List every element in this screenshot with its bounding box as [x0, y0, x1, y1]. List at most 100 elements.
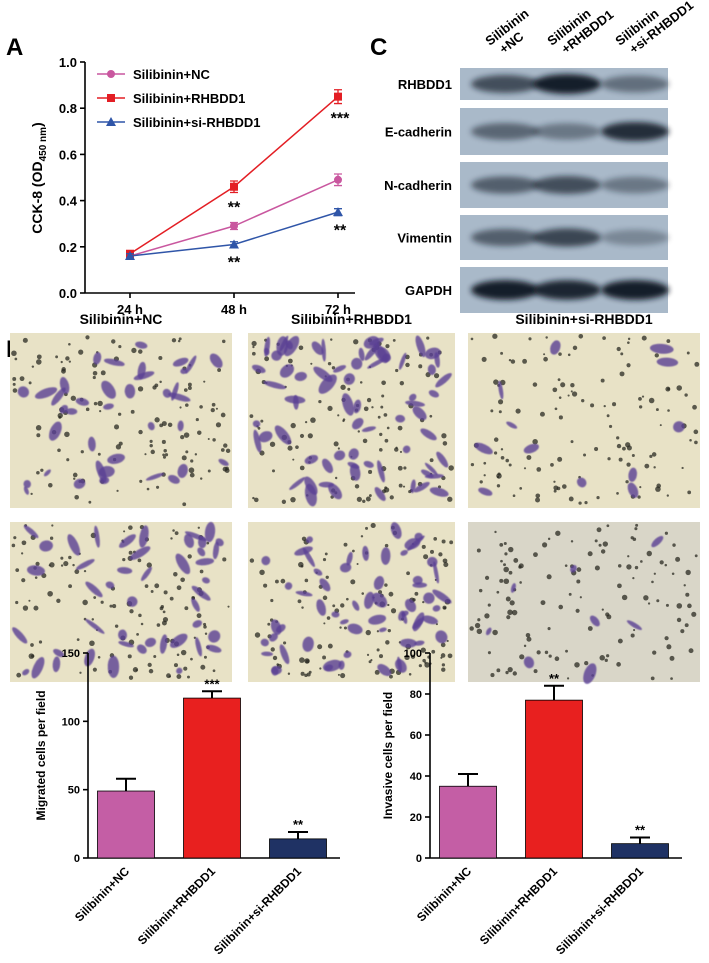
- pore: [561, 484, 567, 489]
- pore: [176, 674, 182, 679]
- pore: [254, 497, 259, 503]
- pore: [203, 655, 207, 659]
- cell: [334, 450, 346, 461]
- cell: [118, 641, 134, 648]
- pore: [647, 602, 651, 605]
- pore: [225, 448, 231, 454]
- pore: [408, 673, 412, 676]
- pore: [423, 554, 429, 560]
- pore: [196, 613, 202, 619]
- pore: [139, 479, 143, 483]
- pore: [365, 496, 371, 502]
- pore: [477, 618, 481, 622]
- pore: [163, 590, 168, 595]
- pore: [259, 569, 265, 576]
- pore: [584, 501, 588, 505]
- legend-label: Silibinin+si-RHBDD1: [133, 115, 261, 130]
- pore: [519, 487, 523, 490]
- pore: [496, 484, 501, 488]
- pore: [36, 470, 40, 475]
- pore: [494, 451, 498, 455]
- pore: [528, 337, 532, 341]
- pore: [197, 430, 202, 435]
- pore: [500, 351, 504, 355]
- pore: [385, 640, 390, 645]
- micrograph: [248, 333, 455, 508]
- cell: [377, 460, 385, 483]
- pore: [318, 399, 322, 404]
- pore: [634, 565, 639, 570]
- pore: [558, 604, 564, 610]
- pore: [370, 659, 373, 662]
- pore: [652, 650, 657, 655]
- cell: [85, 581, 103, 598]
- pore: [508, 570, 513, 575]
- pore: [379, 448, 383, 452]
- pore: [643, 595, 649, 601]
- pore: [130, 409, 135, 414]
- pore: [498, 399, 504, 405]
- pore: [137, 558, 142, 563]
- cell: [427, 556, 438, 567]
- pore: [72, 472, 78, 478]
- pore: [574, 662, 580, 668]
- pore: [426, 336, 430, 340]
- legend-label: Silibinin+NC: [133, 67, 211, 82]
- lane-label: Silibinin+RHBDD1: [544, 0, 616, 60]
- pore: [340, 672, 346, 679]
- marker: [229, 239, 239, 249]
- cell: [478, 487, 493, 496]
- pore: [387, 603, 390, 607]
- pore: [128, 525, 133, 530]
- pore: [680, 629, 685, 634]
- y-tick-label: 0.6: [59, 147, 77, 162]
- pore: [503, 566, 509, 573]
- pore: [222, 466, 228, 472]
- pore: [567, 353, 571, 357]
- pore: [128, 550, 133, 555]
- cell: [352, 600, 360, 611]
- pore: [594, 565, 600, 571]
- pore: [366, 397, 372, 403]
- pore: [172, 529, 175, 532]
- protein-label: E-cadherin: [385, 125, 452, 140]
- pore: [490, 409, 494, 413]
- cell: [31, 657, 45, 679]
- pore: [694, 361, 700, 367]
- y-tick-label: 0.4: [59, 194, 78, 209]
- cell: [93, 352, 102, 365]
- pore: [363, 406, 369, 412]
- pore: [570, 540, 574, 543]
- marker: [334, 175, 342, 184]
- pore: [322, 557, 327, 562]
- pore: [333, 441, 339, 447]
- pore: [223, 443, 228, 448]
- pore: [389, 674, 393, 679]
- pore: [31, 654, 35, 658]
- pore: [343, 542, 348, 547]
- pore: [390, 608, 397, 614]
- cell: [395, 414, 406, 423]
- blot-band: [471, 280, 539, 300]
- pore: [558, 415, 563, 420]
- cell: [414, 640, 425, 646]
- cell: [550, 340, 561, 355]
- pore: [353, 339, 359, 345]
- pore: [220, 448, 225, 452]
- pore: [167, 422, 173, 428]
- cell: [474, 442, 493, 455]
- pore: [397, 465, 403, 471]
- pore: [508, 463, 512, 467]
- cell: [117, 567, 133, 574]
- pore: [397, 425, 403, 431]
- pore: [269, 441, 276, 447]
- pore: [566, 677, 570, 680]
- pore: [567, 394, 570, 397]
- pore: [114, 624, 119, 628]
- pore: [200, 664, 206, 670]
- pore: [251, 351, 256, 356]
- marker: [230, 222, 238, 231]
- pore: [14, 357, 18, 361]
- pore: [337, 414, 340, 417]
- pore: [150, 590, 154, 593]
